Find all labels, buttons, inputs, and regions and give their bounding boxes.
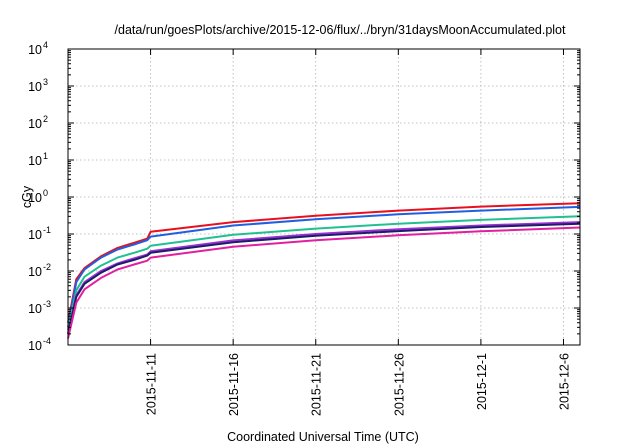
y-tick-exponent: -3: [43, 299, 51, 309]
y-tick-exponent: 1: [43, 151, 48, 161]
y-tick-label: 10: [28, 302, 42, 316]
x-tick-label: 2015-11-11: [145, 353, 159, 415]
series-line: [67, 215, 581, 331]
y-axis-label: cGy: [20, 185, 34, 208]
y-tick-label: 10: [28, 191, 42, 205]
x-tick-label: 2015-12-1: [475, 353, 489, 410]
y-tick-label: 10: [28, 228, 42, 242]
y-tick-exponent: 0: [43, 188, 48, 198]
series-line: [67, 222, 581, 335]
series-line: [67, 205, 581, 328]
series-line: [67, 226, 581, 339]
x-axis-label: Coordinated Universal Time (UTC): [227, 430, 419, 444]
grid: [68, 49, 580, 345]
y-tick-exponent: -4: [43, 336, 51, 346]
y-tick-label: 10: [28, 117, 42, 131]
series-lines: [67, 202, 581, 339]
y-tick-label: 10: [28, 265, 42, 279]
x-tick-label: 2015-11-26: [392, 353, 406, 416]
x-axis-ticks: 2015-11-11 2015-11-16 2015-11-21 2015-11-26…: [145, 49, 571, 416]
y-tick-label: 10: [28, 154, 42, 168]
y-tick-label: 10: [28, 339, 42, 353]
series-line: [67, 202, 581, 323]
y-tick-exponent: 3: [43, 77, 48, 87]
y-tick-exponent: -1: [43, 225, 51, 235]
y-tick-exponent: 2: [43, 114, 48, 124]
x-tick-label: 2015-11-21: [310, 353, 324, 416]
y-tick-label: 10: [28, 43, 42, 57]
x-tick-label: 2015-12-6: [557, 353, 571, 410]
y-tick-label: 10: [28, 80, 42, 94]
chart-title: /data/run/goesPlots/archive/2015-12-06/f…: [115, 23, 566, 37]
y-tick-exponent: -2: [43, 262, 51, 272]
x-tick-label: 2015-11-16: [227, 353, 241, 416]
y-tick-exponent: 4: [43, 40, 48, 50]
